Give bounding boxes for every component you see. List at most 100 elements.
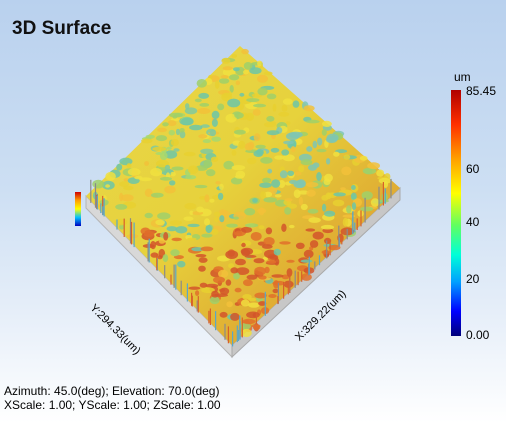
surface-texture-patch — [179, 130, 186, 139]
surface-texture-patch — [200, 246, 214, 252]
surface-texture-patch — [211, 228, 219, 235]
surface-texture-patch — [281, 149, 290, 156]
surface-texture-patch — [271, 274, 284, 278]
surface-texture-patch — [248, 302, 260, 308]
surface-texture-patch — [217, 103, 225, 111]
surface-texture-patch — [332, 199, 345, 207]
surface-texture-patch — [204, 218, 210, 226]
surface-texture-patch — [245, 223, 259, 228]
surface-texture-patch — [257, 60, 262, 67]
surface-texture-patch — [201, 233, 213, 238]
surface-texture-patch — [215, 181, 221, 185]
surface-texture-patch — [162, 254, 169, 263]
surface-texture-patch — [273, 248, 281, 256]
colorbar-tick-label: 60 — [466, 162, 480, 176]
surface-texture-patch — [127, 168, 141, 176]
surface-texture-patch — [284, 198, 293, 202]
surface-texture-patch — [307, 208, 319, 214]
surface-texture-patch — [175, 128, 181, 136]
surface-texture-patch — [141, 138, 153, 144]
surface-texture-patch — [253, 133, 261, 142]
surface-texture-patch — [234, 112, 244, 119]
surface-texture-patch — [243, 62, 253, 70]
surface-texture-patch — [157, 127, 167, 133]
surface-texture-patch — [278, 180, 286, 188]
surface-texture-patch — [183, 151, 196, 157]
surface-texture-patch — [169, 220, 182, 226]
surface-texture-patch — [183, 216, 194, 221]
surface-texture-patch — [126, 234, 139, 239]
view-scales-text: XScale: 1.00; YScale: 1.00; ZScale: 1.00 — [4, 398, 221, 412]
surface-texture-patch — [235, 80, 241, 86]
surface-texture-patch — [218, 269, 229, 278]
surface-texture-patch — [246, 98, 260, 103]
surface-texture-patch — [121, 194, 134, 202]
surface-texture-patch — [279, 241, 291, 245]
surface-texture-patch — [235, 258, 246, 266]
surface-texture-patch — [188, 165, 199, 174]
surface-texture-patch — [350, 192, 357, 200]
surface-texture-patch — [184, 202, 197, 210]
surface-texture-patch — [239, 92, 245, 97]
surface-texture-patch — [229, 85, 234, 93]
surface-texture-patch — [286, 259, 295, 263]
surface-texture-patch — [306, 189, 316, 197]
surface-texture-patch — [305, 119, 320, 124]
surface-texture-patch — [200, 124, 210, 128]
surface-texture-patch — [233, 67, 240, 72]
surface-texture-patch — [234, 174, 245, 179]
surface-texture-patch — [252, 198, 258, 203]
surface-texture-patch — [258, 301, 267, 306]
surface-texture-patch — [247, 141, 255, 150]
surface-texture-patch — [260, 191, 267, 200]
surface-texture-patch — [265, 227, 273, 235]
surface-texture-patch — [351, 202, 357, 211]
surface-texture-patch — [223, 160, 234, 170]
surface-texture-patch — [171, 237, 182, 242]
surface-texture-patch — [115, 204, 128, 210]
surface-texture-patch — [233, 272, 240, 280]
surface-texture-patch — [253, 103, 267, 108]
surface-texture-patch — [262, 177, 272, 183]
surface-texture-patch — [225, 279, 232, 286]
surface-texture-patch — [300, 159, 313, 166]
surface-texture-patch — [196, 79, 207, 88]
surface-texture-patch — [175, 226, 188, 234]
surface-texture-patch — [187, 237, 197, 241]
surface-texture-patch — [205, 224, 213, 234]
surface-texture-patch — [195, 254, 207, 258]
surface-texture-patch — [200, 148, 214, 154]
surface-texture-patch — [245, 112, 254, 121]
surface-texture-patch — [188, 286, 201, 290]
surface-texture-patch — [261, 244, 273, 249]
surface-texture-patch — [272, 103, 277, 112]
surface-texture-patch — [164, 164, 171, 171]
surface-texture-patch — [150, 241, 157, 250]
surface-texture-patch — [158, 239, 166, 244]
surface-texture-patch — [328, 244, 341, 251]
colorbar-tick-label: 85.45 — [466, 84, 497, 98]
surface-texture-patch — [241, 328, 252, 338]
surface-texture-patch — [206, 169, 216, 177]
surface-texture-patch — [230, 267, 239, 274]
view-angles-text: Azimuth: 45.0(deg); Elevation: 70.0(deg) — [4, 384, 220, 398]
surface-texture-patch — [105, 184, 110, 188]
surface-texture-patch — [177, 260, 186, 268]
surface-texture-patch — [266, 93, 277, 100]
surface-texture-patch — [322, 203, 327, 212]
surface-texture-patch — [300, 203, 308, 211]
surface-texture-patch — [290, 146, 296, 153]
surface-texture-patch — [362, 167, 377, 175]
surface-texture-patch — [173, 255, 184, 260]
surface-texture-patch — [243, 279, 253, 287]
colorbar-unit: um — [454, 70, 471, 84]
surface-texture-patch — [249, 67, 262, 75]
surface-texture-patch — [270, 147, 280, 153]
surface-texture-patch — [321, 250, 330, 255]
surface-texture-patch — [378, 177, 392, 184]
surface-texture-patch — [238, 140, 246, 149]
surface-texture-patch — [376, 169, 385, 177]
surface-texture-patch — [281, 104, 288, 112]
